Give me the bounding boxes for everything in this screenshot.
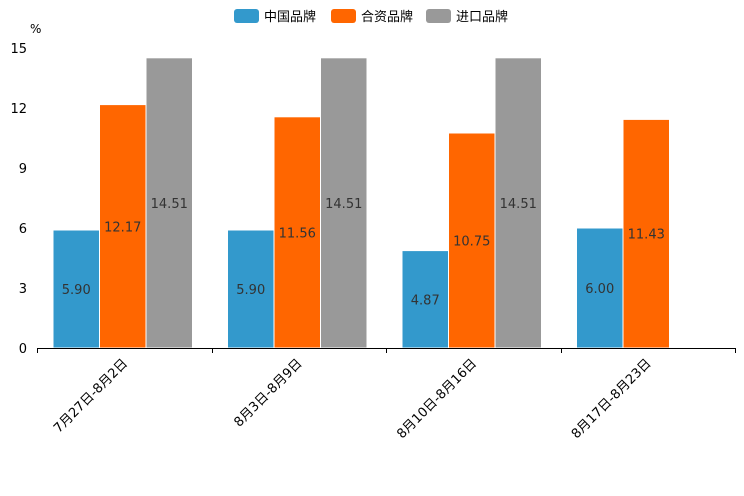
y-tick-label: 3 [19, 282, 27, 297]
data-label: 10.75 [453, 235, 490, 250]
bars: 5.90 12.17 14.51 5.90 11.56 14.51 4.87 10.75 14.… [52, 57, 670, 349]
bar [99, 104, 147, 349]
bar [273, 116, 321, 349]
bar-group: 4.87 10.75 14.51 [401, 57, 542, 349]
bar [145, 57, 193, 349]
x-category-label: 8月17日-8月23日 [569, 356, 655, 442]
legend-swatch [234, 9, 259, 23]
legend-label: 进口品牌 [456, 9, 508, 25]
data-label: 11.56 [279, 226, 316, 241]
data-label: 11.43 [628, 228, 665, 243]
x-category-label: 8月10日-8月16日 [394, 356, 480, 442]
data-label: 4.87 [411, 293, 440, 308]
y-tick-label: 6 [19, 222, 27, 237]
x-category-label: 7月27日-8月2日 [51, 356, 131, 436]
y-axis: 0 3 6 9 12 15 [10, 42, 27, 357]
bar-group: 5.90 12.17 14.51 [52, 57, 193, 349]
data-label: 14.51 [500, 197, 537, 212]
legend: 中国品牌 合资品牌 进口品牌 [234, 9, 508, 25]
legend-swatch [331, 9, 356, 23]
y-axis-unit-label: % [30, 22, 41, 36]
data-label: 5.90 [236, 283, 265, 298]
bar [52, 229, 100, 349]
y-tick-label: 12 [10, 102, 27, 117]
y-tick-label: 15 [10, 42, 27, 57]
bar [320, 57, 368, 349]
bar-group: 5.90 11.56 14.51 [227, 57, 368, 349]
legend-label: 合资品牌 [361, 9, 413, 25]
bar [622, 118, 670, 349]
legend-item: 合资品牌 [331, 9, 413, 25]
data-label: 5.90 [62, 283, 91, 298]
legend-item: 进口品牌 [426, 9, 508, 25]
data-label: 14.51 [325, 197, 362, 212]
bar [576, 227, 624, 349]
bar [227, 229, 275, 349]
data-label: 14.51 [151, 197, 188, 212]
bar [448, 132, 496, 349]
data-label: 12.17 [104, 220, 141, 235]
bar-group: 6.00 11.43 [576, 118, 670, 349]
data-label: 6.00 [585, 282, 614, 297]
legend-item: 中国品牌 [234, 9, 316, 25]
x-category-label: 8月3日-8月9日 [231, 356, 305, 430]
x-axis: 7月27日-8月2日 8月3日-8月9日 8月10日-8月16日 8月17日-8月23… [37, 348, 736, 442]
y-tick-label: 9 [19, 162, 27, 177]
legend-label: 中国品牌 [264, 9, 316, 25]
legend-swatch [426, 9, 451, 23]
y-tick-label: 0 [19, 342, 27, 357]
